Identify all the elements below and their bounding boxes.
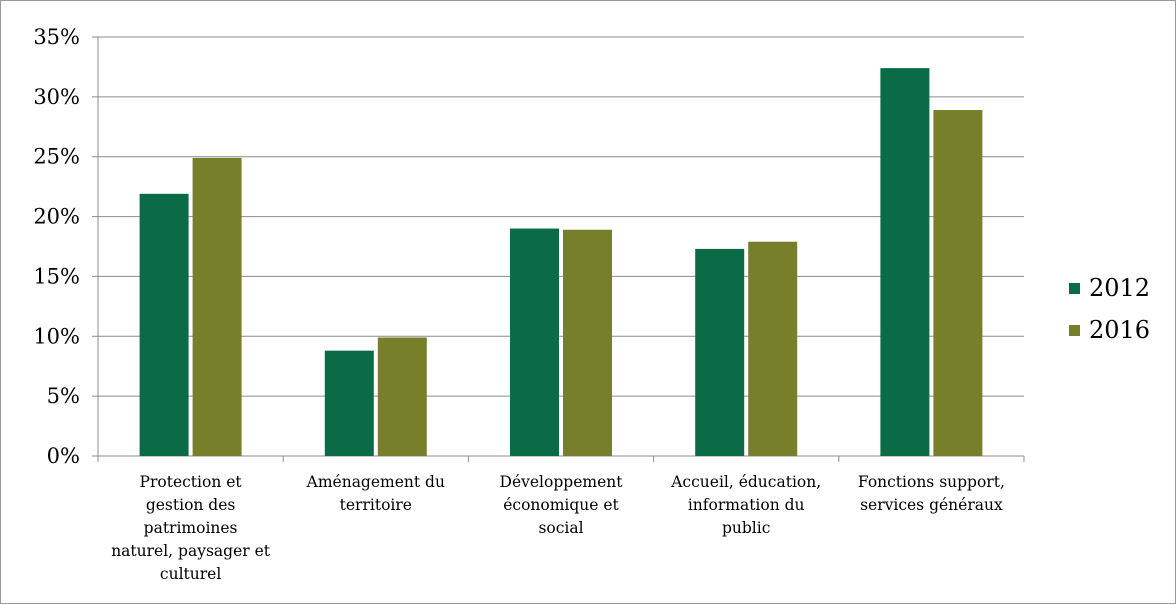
bar-2016-cat-3 (563, 229, 612, 456)
x-category-label: gestion des (146, 496, 236, 514)
legend-label-2016: 2016 (1089, 316, 1151, 344)
x-category-label: culturel (160, 565, 221, 583)
bar-2016-cat-2 (377, 337, 427, 456)
legend-label-2012: 2012 (1089, 274, 1151, 302)
y-tick-label: 35% (33, 25, 80, 49)
y-tick-label: 0% (47, 444, 80, 468)
bar-2016-cat-4 (748, 241, 798, 456)
x-category-label: Aménagement du (306, 473, 445, 491)
x-category-label: social (538, 519, 583, 537)
legend-swatch-2012 (1069, 282, 1080, 294)
y-tick-label: 20% (33, 205, 80, 229)
x-category-label: naturel, paysager et (111, 542, 271, 560)
legend-item-2012: 2012 (1069, 267, 1150, 309)
bar-2012-cat-1 (139, 193, 189, 456)
bar-2012-cat-3 (510, 228, 559, 456)
legend-swatch-2016 (1069, 324, 1080, 336)
x-category-label: patrimoines (144, 519, 238, 537)
x-category-label: Fonctions support, (858, 473, 1005, 491)
y-tick-label: 5% (47, 384, 80, 408)
legend: 2012 2016 (1069, 267, 1150, 351)
y-tick-label: 25% (33, 145, 80, 169)
x-category-label: Développement (500, 473, 624, 491)
bar-2012-cat-4 (695, 248, 745, 456)
x-category-label: Protection et (140, 473, 243, 491)
x-category-label: territoire (340, 496, 412, 514)
x-category-label: économique et (503, 496, 619, 514)
x-category-labels: Protection et gestion des patrimoines natur… (111, 473, 1005, 583)
gridlines (98, 36, 1024, 397)
y-tick-label: 30% (33, 85, 80, 109)
bar-2016-cat-5 (933, 110, 983, 457)
x-category-label: services généraux (860, 496, 1003, 514)
x-category-label: Accueil, éducation, (670, 473, 821, 491)
y-tick-labels: 0% 5% 10% 15% 20% 25% 30% 35% (33, 25, 80, 468)
legend-item-2016: 2016 (1069, 309, 1150, 351)
x-category-label: public (722, 519, 770, 537)
bars (139, 68, 983, 457)
bar-2012-cat-2 (324, 350, 374, 456)
axes (92, 36, 1025, 462)
bar-2012-cat-5 (880, 68, 930, 456)
y-tick-label: 15% (33, 264, 80, 288)
x-category-label: information du (688, 496, 805, 514)
bar-2016-cat-1 (192, 157, 242, 456)
y-tick-label: 10% (33, 324, 80, 348)
